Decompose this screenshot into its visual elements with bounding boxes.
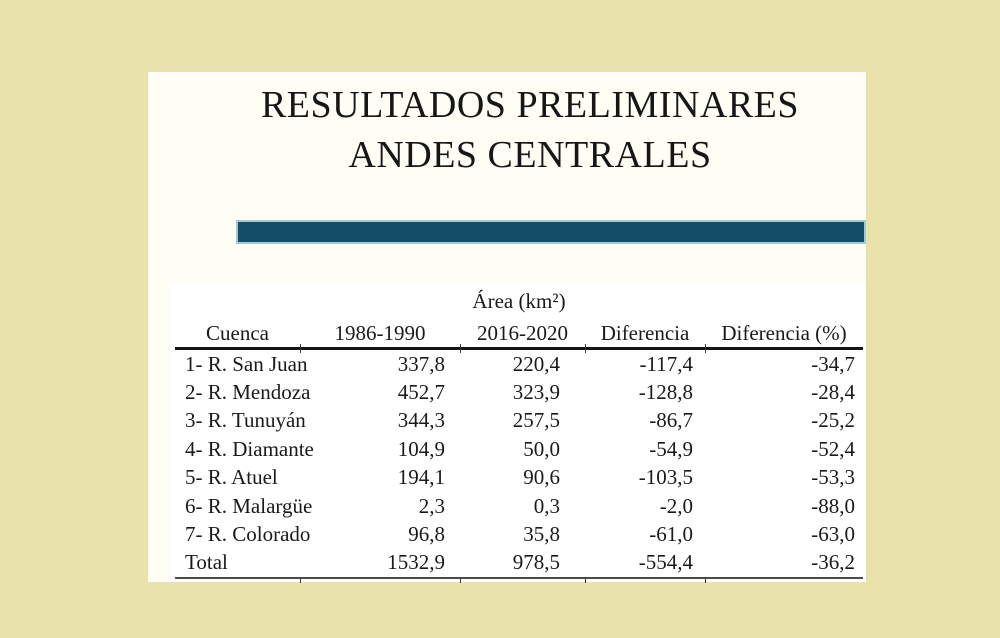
column-header-2016-2020: 2016-2020 <box>460 319 586 353</box>
column-header-1986-1990: 1986-1990 <box>300 319 461 353</box>
slide: RESULTADOS PRELIMINARES ANDES CENTRALES … <box>148 72 866 584</box>
column-header-diferencia-pct: Diferencia (%) <box>705 319 863 350</box>
row-value: 0,3 <box>533 493 560 518</box>
row-value: 1532,9 <box>300 548 461 584</box>
table-row: 3- R. Tunuyán 344,3 257,5 -86,7 -25,2 <box>175 407 863 435</box>
row-value: -86,7 <box>649 408 693 433</box>
slide-title: RESULTADOS PRELIMINARES ANDES CENTRALES <box>148 76 866 180</box>
row-value: 194,1 <box>397 465 445 490</box>
row-label: 7- R. Colorado <box>185 522 311 547</box>
row-value: -117,4 <box>639 351 693 376</box>
row-value: -53,3 <box>811 465 855 490</box>
row-value: 344,3 <box>397 408 445 433</box>
table-row: 2- R. Mendoza 452,7 323,9 -128,8 -28,4 <box>175 378 863 406</box>
row-value: -554,4 <box>585 548 706 584</box>
table-row: 1- R. San Juan 337,8 220,4 -117,4 -34,7 <box>175 349 863 379</box>
row-value: -25,2 <box>811 408 855 433</box>
row-value: 35,8 <box>523 522 560 547</box>
row-label: Total <box>175 548 301 584</box>
results-table: Cuenca 1986-1990 2016-2020 Diferencia Di… <box>175 319 863 584</box>
row-value: 978,5 <box>460 548 586 584</box>
row-value: 337,8 <box>397 351 445 376</box>
row-value: -54,9 <box>649 436 693 461</box>
row-label: 2- R. Mendoza <box>185 380 311 405</box>
row-value: -63,0 <box>811 522 855 547</box>
row-value: 220,4 <box>512 351 560 376</box>
row-value: -52,4 <box>811 436 855 461</box>
table-area-header: Área (km²) <box>472 289 566 313</box>
row-label: 4- R. Diamante <box>185 436 314 461</box>
row-label: 3- R. Tunuyán <box>185 408 306 433</box>
row-value: -28,4 <box>811 380 855 405</box>
row-value: 50,0 <box>523 436 560 461</box>
row-value: 257,5 <box>512 408 560 433</box>
table-header-row: Cuenca 1986-1990 2016-2020 Diferencia Di… <box>175 319 863 353</box>
table-row: 6- R. Malargüe 2,3 0,3 -2,0 -88,0 <box>175 492 863 520</box>
table-row: 5- R. Atuel 194,1 90,6 -103,5 -53,3 <box>175 464 863 492</box>
table-total-row: Total 1532,9 978,5 -554,4 -36,2 <box>175 548 863 584</box>
row-value: -34,7 <box>811 351 855 376</box>
column-header-cuenca: Cuenca <box>175 319 301 353</box>
row-value: -103,5 <box>638 465 693 490</box>
row-value: -61,0 <box>649 522 693 547</box>
row-value: -36,2 <box>705 548 863 580</box>
row-label: 6- R. Malargüe <box>185 493 313 518</box>
row-value: -128,8 <box>638 380 693 405</box>
row-value: 2,3 <box>418 493 445 518</box>
row-value: 452,7 <box>397 380 445 405</box>
table-row: 4- R. Diamante 104,9 50,0 -54,9 -52,4 <box>175 435 863 463</box>
row-value: 323,9 <box>512 380 560 405</box>
slide-title-line2: ANDES CENTRALES <box>348 134 712 176</box>
row-value: 96,8 <box>408 522 445 547</box>
results-table-panel: Área (km²) Cuenca 1986-1990 2016-2020 Di… <box>170 283 866 584</box>
table-body: 1- R. San Juan 337,8 220,4 -117,4 -34,7 2- R.… <box>175 349 863 584</box>
row-value: -2,0 <box>659 493 693 518</box>
row-value: 90,6 <box>523 465 560 490</box>
row-value: 104,9 <box>397 436 445 461</box>
column-header-diferencia: Diferencia <box>585 319 706 353</box>
slide-title-line1: RESULTADOS PRELIMINARES <box>260 84 800 126</box>
table-row: 7- R. Colorado 96,8 35,8 -61,0 -63,0 <box>175 520 863 548</box>
row-label: 1- R. San Juan <box>185 351 308 376</box>
row-value: -88,0 <box>811 493 855 518</box>
row-label: 5- R. Atuel <box>185 465 278 490</box>
accent-bar <box>236 220 866 244</box>
